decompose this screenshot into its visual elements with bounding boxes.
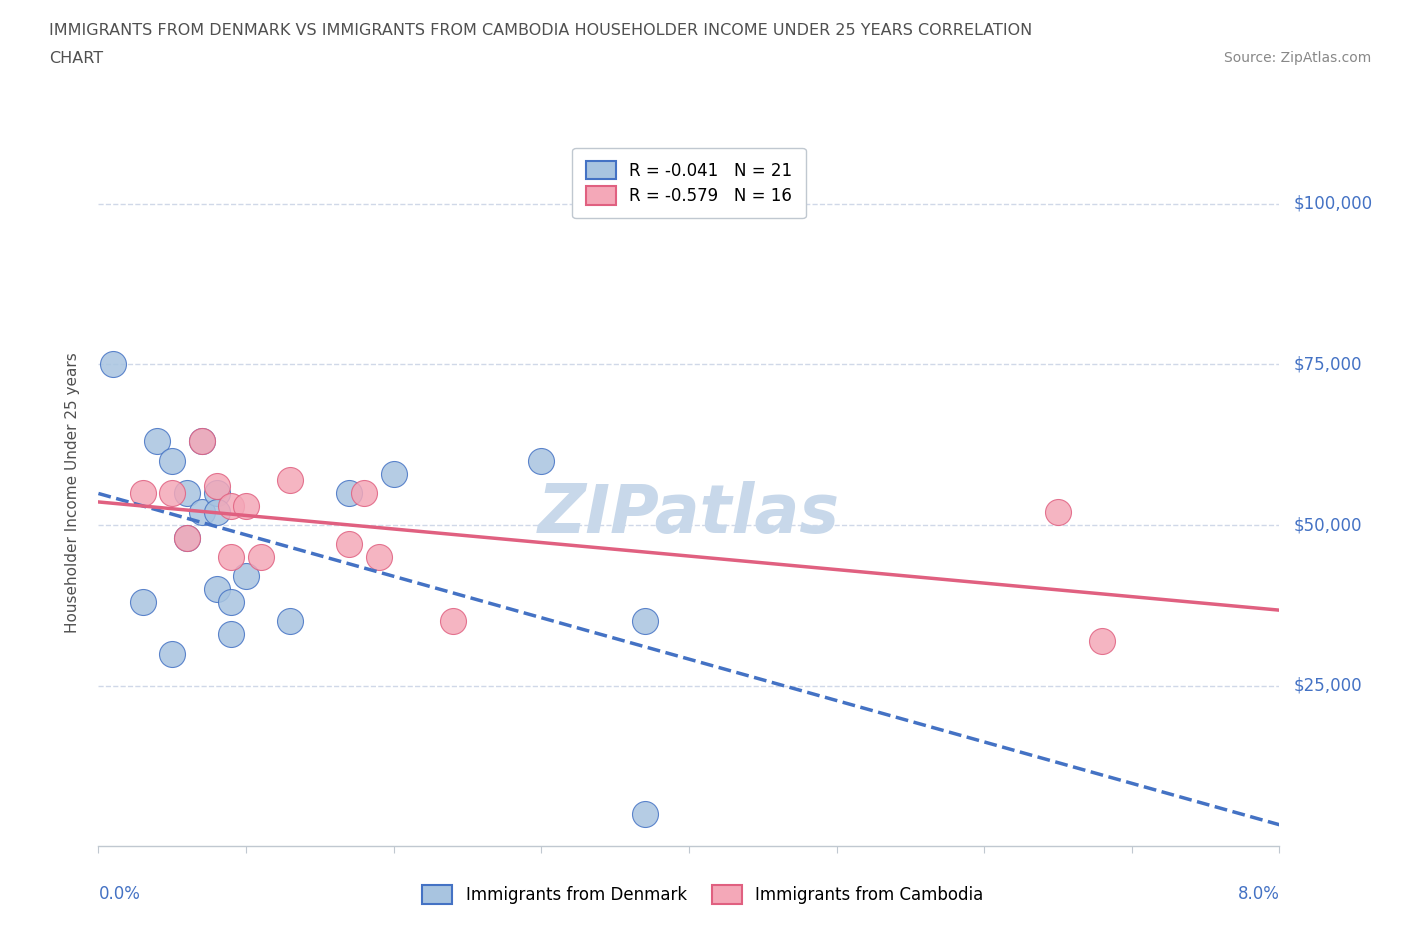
Text: $50,000: $50,000 (1294, 516, 1362, 534)
Y-axis label: Householder Income Under 25 years: Householder Income Under 25 years (65, 352, 80, 633)
Text: IMMIGRANTS FROM DENMARK VS IMMIGRANTS FROM CAMBODIA HOUSEHOLDER INCOME UNDER 25 : IMMIGRANTS FROM DENMARK VS IMMIGRANTS FR… (49, 23, 1032, 38)
Point (278, 614, 301, 629)
Point (278, 472, 301, 487)
Point (441, 614, 464, 629)
Text: ZIPatlas: ZIPatlas (538, 481, 839, 547)
Point (162, 485, 183, 500)
Point (176, 530, 198, 545)
Point (103, 357, 124, 372)
Point (367, 550, 389, 565)
Point (162, 453, 183, 468)
Point (337, 485, 360, 500)
Point (530, 453, 553, 468)
Point (205, 485, 228, 500)
Text: $75,000: $75,000 (1294, 355, 1362, 373)
Point (250, 550, 273, 565)
Point (176, 530, 198, 545)
Point (1091, 633, 1114, 648)
Point (382, 466, 405, 481)
Point (219, 498, 242, 513)
Point (205, 479, 228, 494)
Point (191, 434, 214, 449)
Text: Source: ZipAtlas.com: Source: ZipAtlas.com (1223, 51, 1371, 65)
Point (191, 434, 214, 449)
Point (205, 505, 228, 520)
Text: $25,000: $25,000 (1294, 677, 1362, 695)
Point (337, 537, 360, 551)
Text: $100,000: $100,000 (1294, 194, 1372, 213)
Point (219, 550, 242, 565)
Point (132, 485, 155, 500)
Point (146, 434, 169, 449)
Point (219, 594, 242, 609)
Point (235, 498, 257, 513)
Legend: Immigrants from Denmark, Immigrants from Cambodia: Immigrants from Denmark, Immigrants from… (415, 877, 991, 912)
Point (633, 806, 655, 821)
Point (162, 646, 183, 661)
Point (235, 569, 257, 584)
Point (132, 594, 155, 609)
Point (191, 505, 214, 520)
Point (205, 582, 228, 597)
Legend: R = -0.041   N = 21, R = -0.579   N = 16: R = -0.041 N = 21, R = -0.579 N = 16 (572, 148, 806, 219)
Point (353, 485, 375, 500)
Point (1046, 505, 1069, 520)
Text: 0.0%: 0.0% (98, 885, 141, 903)
Point (219, 627, 242, 642)
Text: 8.0%: 8.0% (1237, 885, 1279, 903)
Point (633, 614, 655, 629)
Text: CHART: CHART (49, 51, 103, 66)
Point (176, 485, 198, 500)
